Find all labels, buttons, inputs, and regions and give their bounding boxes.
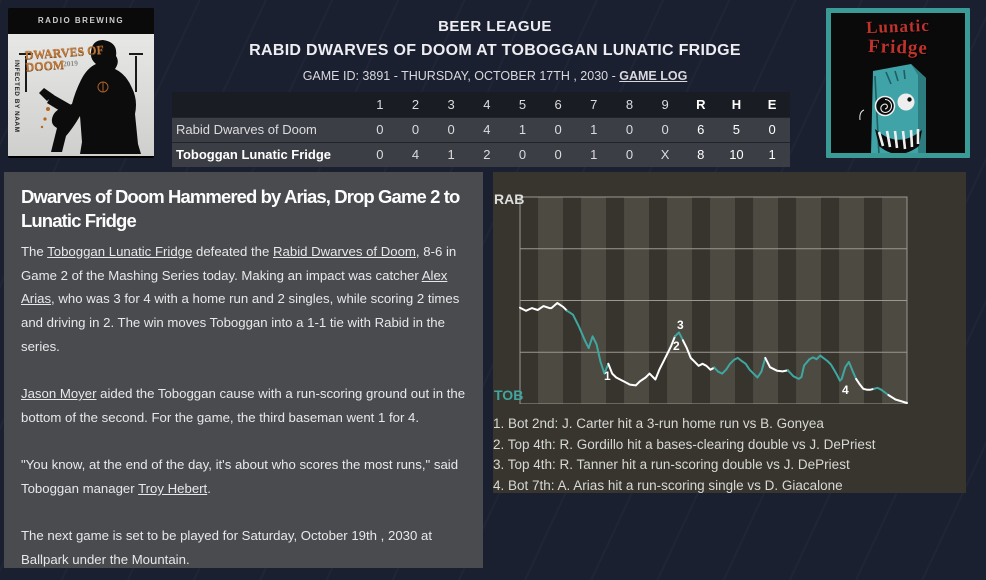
svg-text:3: 3 bbox=[677, 318, 684, 332]
svg-text:2: 2 bbox=[673, 339, 680, 353]
svg-text:1: 1 bbox=[604, 369, 611, 383]
svg-text:TOB: TOB bbox=[494, 387, 523, 403]
svg-text:RAB: RAB bbox=[494, 191, 524, 207]
svg-text:4: 4 bbox=[842, 383, 849, 397]
